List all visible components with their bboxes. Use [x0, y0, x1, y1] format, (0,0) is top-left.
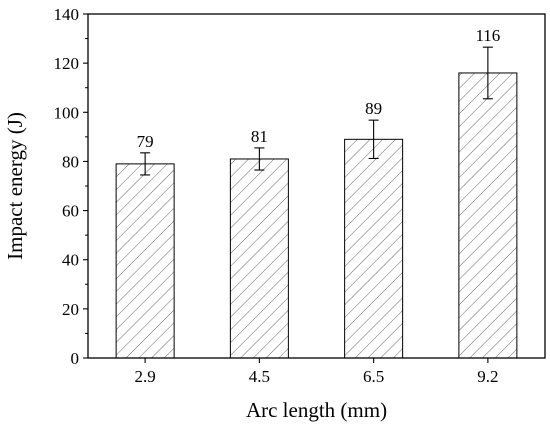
- y-tick-label: 80: [62, 152, 79, 171]
- x-tick-label: 4.5: [249, 367, 270, 386]
- y-tick-label: 100: [54, 103, 80, 122]
- data-label: 116: [475, 26, 500, 45]
- bars-group: [115, 72, 518, 359]
- bar: [344, 138, 404, 359]
- data-labels-group: 79 81 89 116: [137, 26, 501, 151]
- bar: [115, 163, 175, 359]
- x-tick-label: 6.5: [363, 367, 384, 386]
- x-axis-title: Arc length (mm): [246, 398, 387, 422]
- y-axis-title: Impact energy (J): [3, 112, 27, 260]
- data-label: 89: [365, 99, 382, 118]
- bar: [458, 72, 518, 359]
- data-label: 81: [251, 127, 268, 146]
- y-tick-label: 0: [71, 349, 80, 368]
- data-label: 79: [137, 132, 154, 151]
- x-tick-label: 2.9: [135, 367, 156, 386]
- y-tick-label: 120: [54, 54, 80, 73]
- bar: [229, 158, 289, 359]
- y-axis: 0 20 40 60 80 100 120 140: [54, 5, 88, 368]
- y-tick-label: 60: [62, 202, 79, 221]
- y-tick-label: 20: [62, 300, 79, 319]
- error-bars-group: [140, 46, 493, 176]
- y-tick-label: 140: [54, 5, 80, 24]
- x-axis: 2.9 4.5 6.5 9.2: [135, 358, 499, 386]
- y-tick-label: 40: [62, 251, 79, 270]
- x-tick-label: 9.2: [477, 367, 498, 386]
